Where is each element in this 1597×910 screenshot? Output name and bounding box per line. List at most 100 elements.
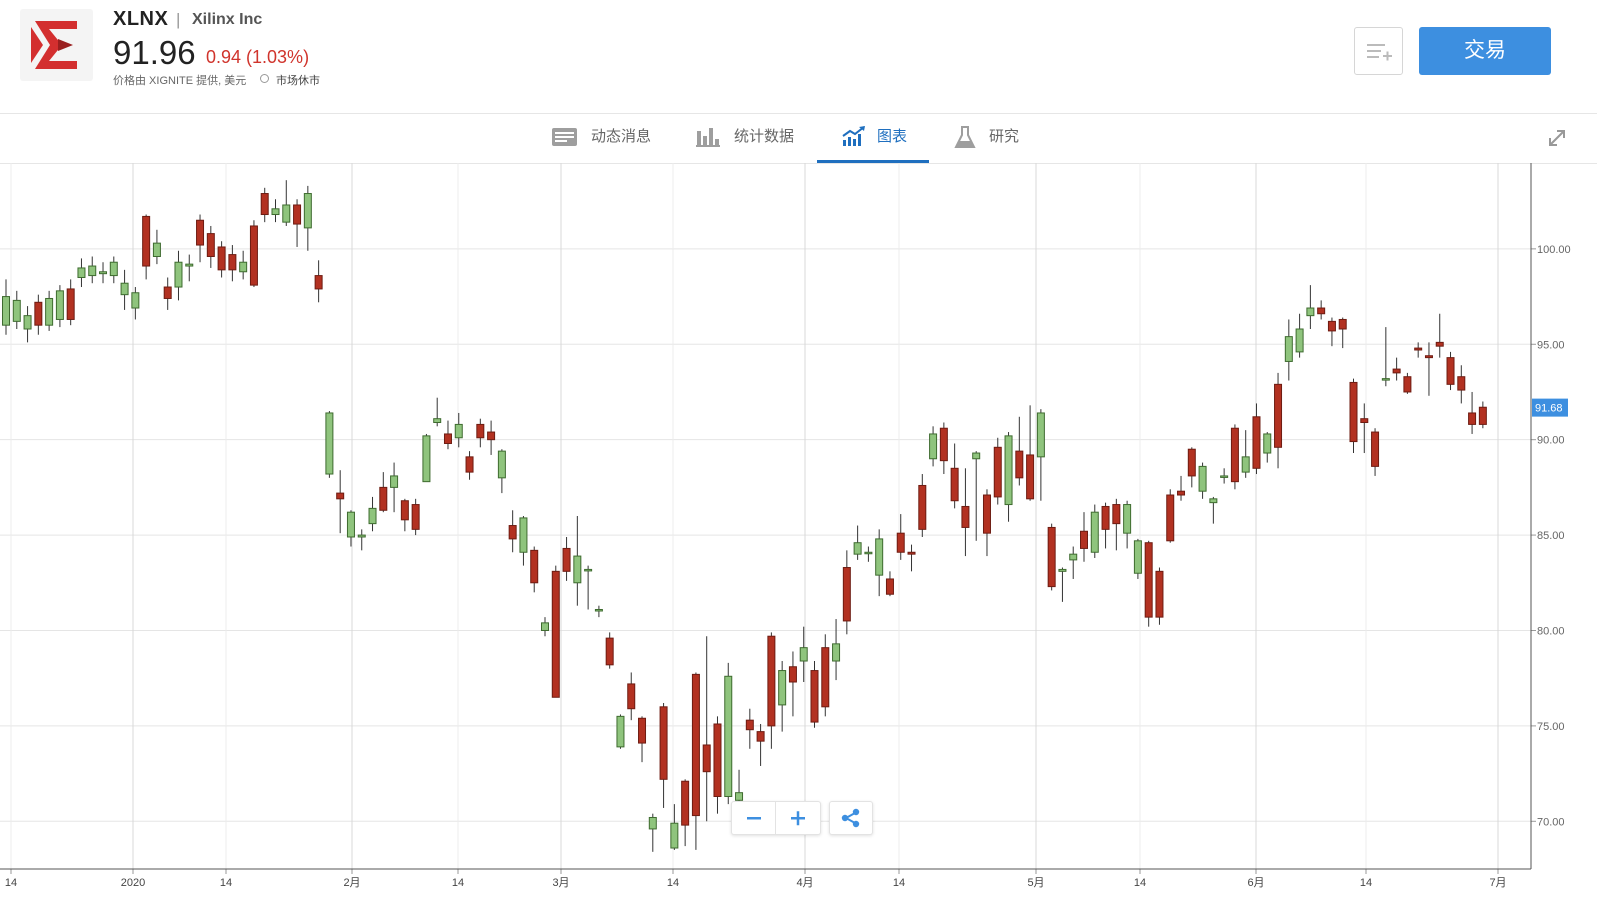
candle-body (993, 446, 1002, 498)
candle-body (885, 578, 894, 595)
minus-icon (747, 817, 761, 820)
candle-body (1403, 376, 1412, 393)
candle (584, 565, 593, 610)
zoom-controls (731, 801, 821, 835)
candle (487, 420, 496, 455)
candle (1133, 538, 1142, 579)
candle (1101, 502, 1110, 549)
candlestick-chart[interactable]: 100.00 95.00 90.00 85.00 80.00 75.00 70.00 14 20… (0, 163, 1597, 910)
candle (605, 632, 614, 669)
candle (972, 451, 981, 541)
candle (1252, 403, 1261, 475)
candle (950, 443, 959, 509)
candle (993, 437, 1002, 505)
candle-body (972, 452, 981, 460)
candle (88, 256, 97, 284)
candle (1177, 475, 1186, 501)
x-tick-label: 14 (667, 877, 679, 889)
share-button[interactable] (829, 801, 873, 835)
candle-body (659, 706, 668, 780)
candle (519, 516, 528, 566)
candle (594, 605, 603, 618)
x-tick-label: 3月 (552, 877, 569, 889)
x-tick-label: 14 (1134, 877, 1146, 889)
candle (368, 496, 377, 532)
trade-button[interactable]: 交易 (1419, 27, 1551, 75)
zoom-in-button[interactable] (776, 802, 820, 834)
candle (530, 546, 539, 593)
candle-body (34, 301, 43, 326)
trend-chart-icon (842, 126, 865, 146)
candle-body (379, 486, 388, 511)
x-tick-label: 4月 (796, 877, 813, 889)
candle-body (1047, 526, 1056, 588)
candle-body (131, 292, 140, 309)
candle (1069, 546, 1078, 579)
candle-body (1230, 427, 1239, 483)
candle (1004, 432, 1013, 522)
candle-body (638, 717, 647, 744)
candle-body (530, 549, 539, 584)
active-tab-indicator (817, 160, 929, 163)
candle (1435, 313, 1444, 358)
candle-body (1338, 318, 1347, 330)
clock-icon (260, 74, 269, 83)
y-tick-label: 70.00 (1537, 816, 1565, 828)
candle-body (476, 423, 485, 439)
zoom-out-button[interactable] (732, 802, 776, 834)
candle-body (1080, 530, 1088, 549)
candle-body (77, 267, 86, 278)
x-tick-label: 14 (1360, 877, 1372, 889)
candle (196, 214, 205, 263)
candle (1360, 403, 1369, 454)
candle-body (185, 263, 194, 267)
x-tick-label: 2月 (343, 877, 360, 889)
candle-body (702, 744, 711, 773)
candle (1338, 317, 1347, 349)
candle (778, 661, 787, 732)
candle-body (1155, 570, 1164, 618)
candle-body (45, 297, 54, 326)
x-tick-label: 6月 (1247, 877, 1264, 889)
candle-body (454, 423, 463, 439)
candle (443, 420, 452, 450)
candle-body (260, 193, 269, 216)
candle (691, 672, 700, 850)
candle (303, 185, 312, 251)
candle (1144, 540, 1153, 627)
candle-body (23, 315, 32, 330)
candle (465, 451, 474, 480)
candle-body (896, 532, 905, 553)
candle (314, 260, 323, 303)
candle (724, 662, 733, 805)
candle-body (282, 204, 291, 223)
candle-body (55, 290, 64, 320)
market-status: 市场休市 (276, 75, 320, 87)
candle (1058, 567, 1067, 602)
candle-body (1424, 355, 1433, 359)
candle (1263, 432, 1272, 463)
candle-body (1457, 376, 1466, 391)
x-tick-label: 14 (893, 877, 905, 889)
candle (346, 510, 355, 547)
candle-body (1468, 412, 1477, 425)
candle (508, 510, 517, 553)
candle (670, 804, 679, 850)
candle-body (443, 433, 452, 444)
candle-body (142, 215, 151, 267)
candle (929, 426, 938, 467)
share-icon (841, 808, 860, 828)
candle-body (66, 288, 75, 320)
candle-body (724, 675, 733, 797)
candle (497, 449, 506, 494)
candle (77, 258, 86, 288)
expand-icon[interactable] (1547, 128, 1567, 148)
candle-body (1015, 450, 1024, 479)
candle-body (1252, 416, 1261, 469)
add-to-watchlist-button[interactable] (1354, 27, 1403, 75)
candle-body (853, 542, 862, 555)
candle (541, 617, 549, 637)
candle (400, 498, 409, 532)
candle (1112, 498, 1121, 551)
candle (1371, 428, 1380, 476)
